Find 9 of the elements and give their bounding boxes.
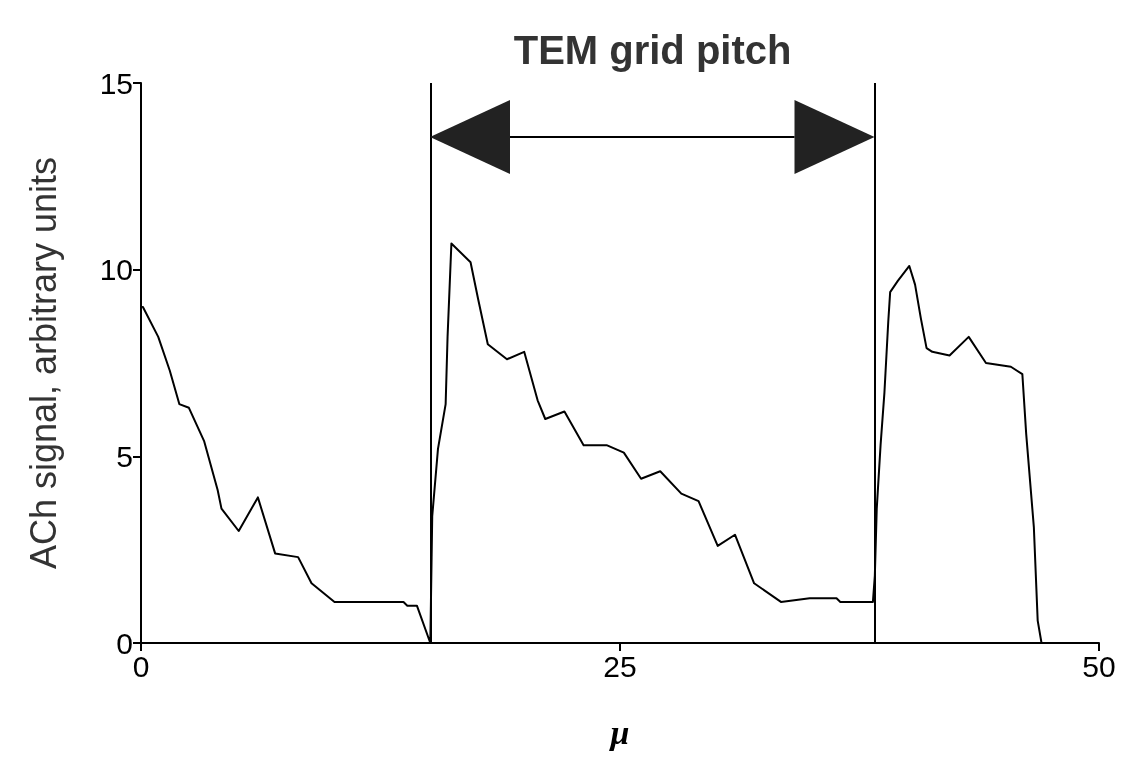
x-tick-label: 50 <box>1082 649 1116 683</box>
text: TEM grid pitch <box>513 28 792 72</box>
x-tick-label: 25 <box>603 649 637 683</box>
y-tick-label: 0 <box>116 626 133 660</box>
y-axis-title: ACh signal, arbitrary units <box>22 156 64 570</box>
x-axis-title: μ <box>608 713 630 751</box>
y-tick-label: 10 <box>99 253 133 287</box>
y-tick-label: 15 <box>99 66 133 100</box>
y-tick-label: 5 <box>116 439 133 473</box>
